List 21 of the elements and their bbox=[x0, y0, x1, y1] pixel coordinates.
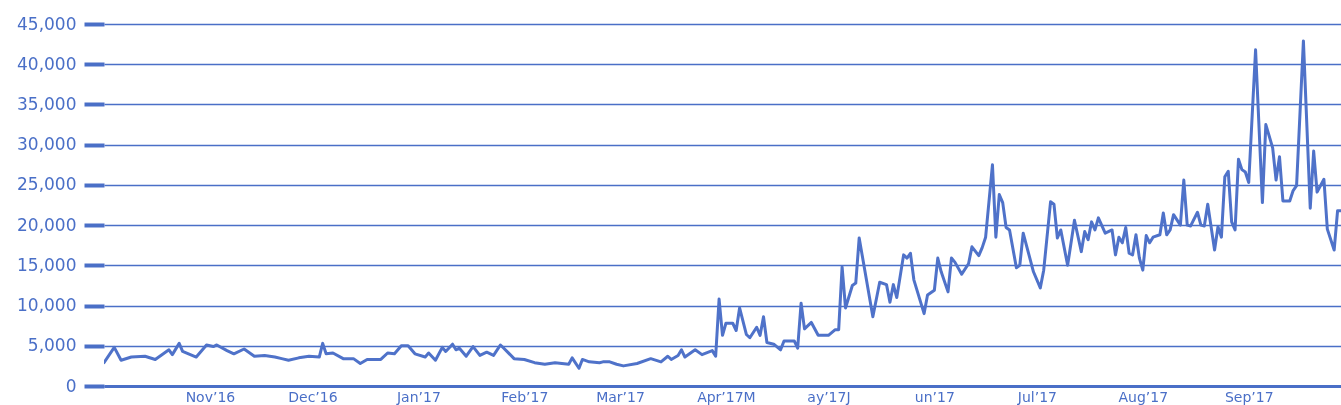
x-tick-label: ay’17J bbox=[807, 388, 851, 405]
x-tick-label: Aug’17 bbox=[1118, 388, 1169, 405]
y-tick-label: 40,000 bbox=[17, 53, 77, 74]
x-tick-label: Mar’17 bbox=[596, 388, 645, 405]
x-tick-label: Jul’17 bbox=[1016, 388, 1057, 405]
x-tick-label: Sep’17 bbox=[1224, 388, 1274, 405]
y-tick-label: 35,000 bbox=[17, 93, 77, 114]
x-tick-label: Apr’17M bbox=[697, 388, 756, 405]
x-tick-label: Dec’16 bbox=[288, 388, 338, 405]
y-tick-label: 20,000 bbox=[17, 214, 77, 235]
x-tick-label: un’17 bbox=[914, 388, 955, 405]
y-tick-label: 0 bbox=[65, 375, 77, 396]
x-tick-label: Nov’16 bbox=[185, 388, 236, 405]
y-tick-label: 25,000 bbox=[17, 174, 77, 195]
x-tick-label: Jan’17 bbox=[395, 388, 441, 405]
y-tick-label: 45,000 bbox=[17, 13, 77, 34]
y-tick-label: 5,000 bbox=[27, 335, 77, 356]
y-tick-label: 15,000 bbox=[17, 254, 77, 275]
y-tick-label: 10,000 bbox=[17, 295, 77, 316]
x-tick-label: Feb’17 bbox=[501, 388, 549, 405]
y-tick-label: 30,000 bbox=[17, 134, 77, 155]
